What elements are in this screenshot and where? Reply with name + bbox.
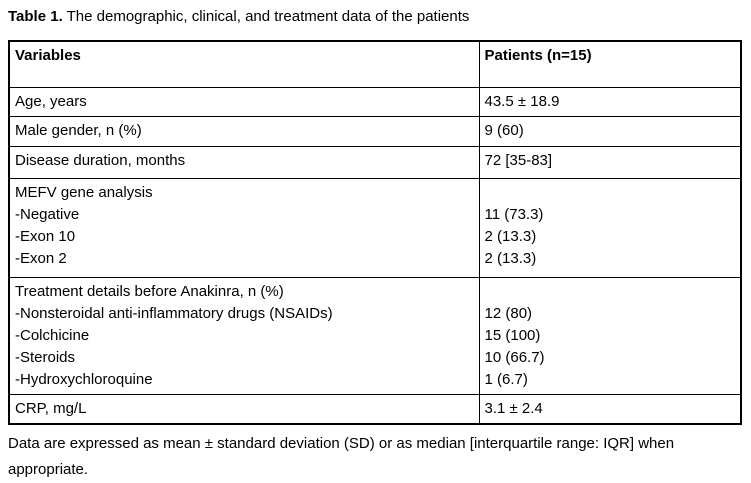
row-value-cell: 12 (80) 15 (100) 10 (66.7) 1 (6.7) [478,276,742,395]
row-value-cell: 3.1 ± 2.4 [478,393,742,424]
row-label-cell: MEFV gene analysis -Negative -Exon 10 -E… [8,177,480,278]
table-row-age: Age, years 43.5 ± 18.9 [8,86,742,117]
row-value-cell: 72 [35-83] [478,145,742,179]
row-label-cell: CRP, mg/L [8,393,480,424]
table-header-row: Variables Patients (n=15) [8,40,742,88]
row-value-cell: 43.5 ± 18.9 [478,86,742,117]
column-header-patients: Patients (n=15) [478,40,742,88]
row-value-cell: 11 (73.3) 2 (13.3) 2 (13.3) [478,177,742,278]
table-row-treatment-details: Treatment details before Anakinra, n (%)… [8,276,742,395]
table-row-mefv-gene-analysis: MEFV gene analysis -Negative -Exon 10 -E… [8,177,742,278]
table-row-disease-duration: Disease duration, months 72 [35-83] [8,145,742,179]
table-row-crp: CRP, mg/L 3.1 ± 2.4 [8,393,742,424]
row-value-cell: 9 (60) [478,115,742,147]
table-caption: Table 1. The demographic, clinical, and … [8,7,743,27]
row-label-cell: Age, years [8,86,480,117]
column-header-variables: Variables [8,40,480,88]
row-label-cell: Treatment details before Anakinra, n (%)… [8,276,480,395]
patients-data-table: Variables Patients (n=15) Age, years 43.… [8,40,742,425]
table-caption-text: The demographic, clinical, and treatment… [62,8,470,25]
row-label-cell: Male gender, n (%) [8,115,480,147]
table-row-male-gender: Male gender, n (%) 9 (60) [8,115,742,147]
row-label-cell: Disease duration, months [8,145,480,179]
table-caption-number: Table 1. [8,8,63,25]
table-footnote: Data are expressed as mean ± standard de… [8,434,675,478]
